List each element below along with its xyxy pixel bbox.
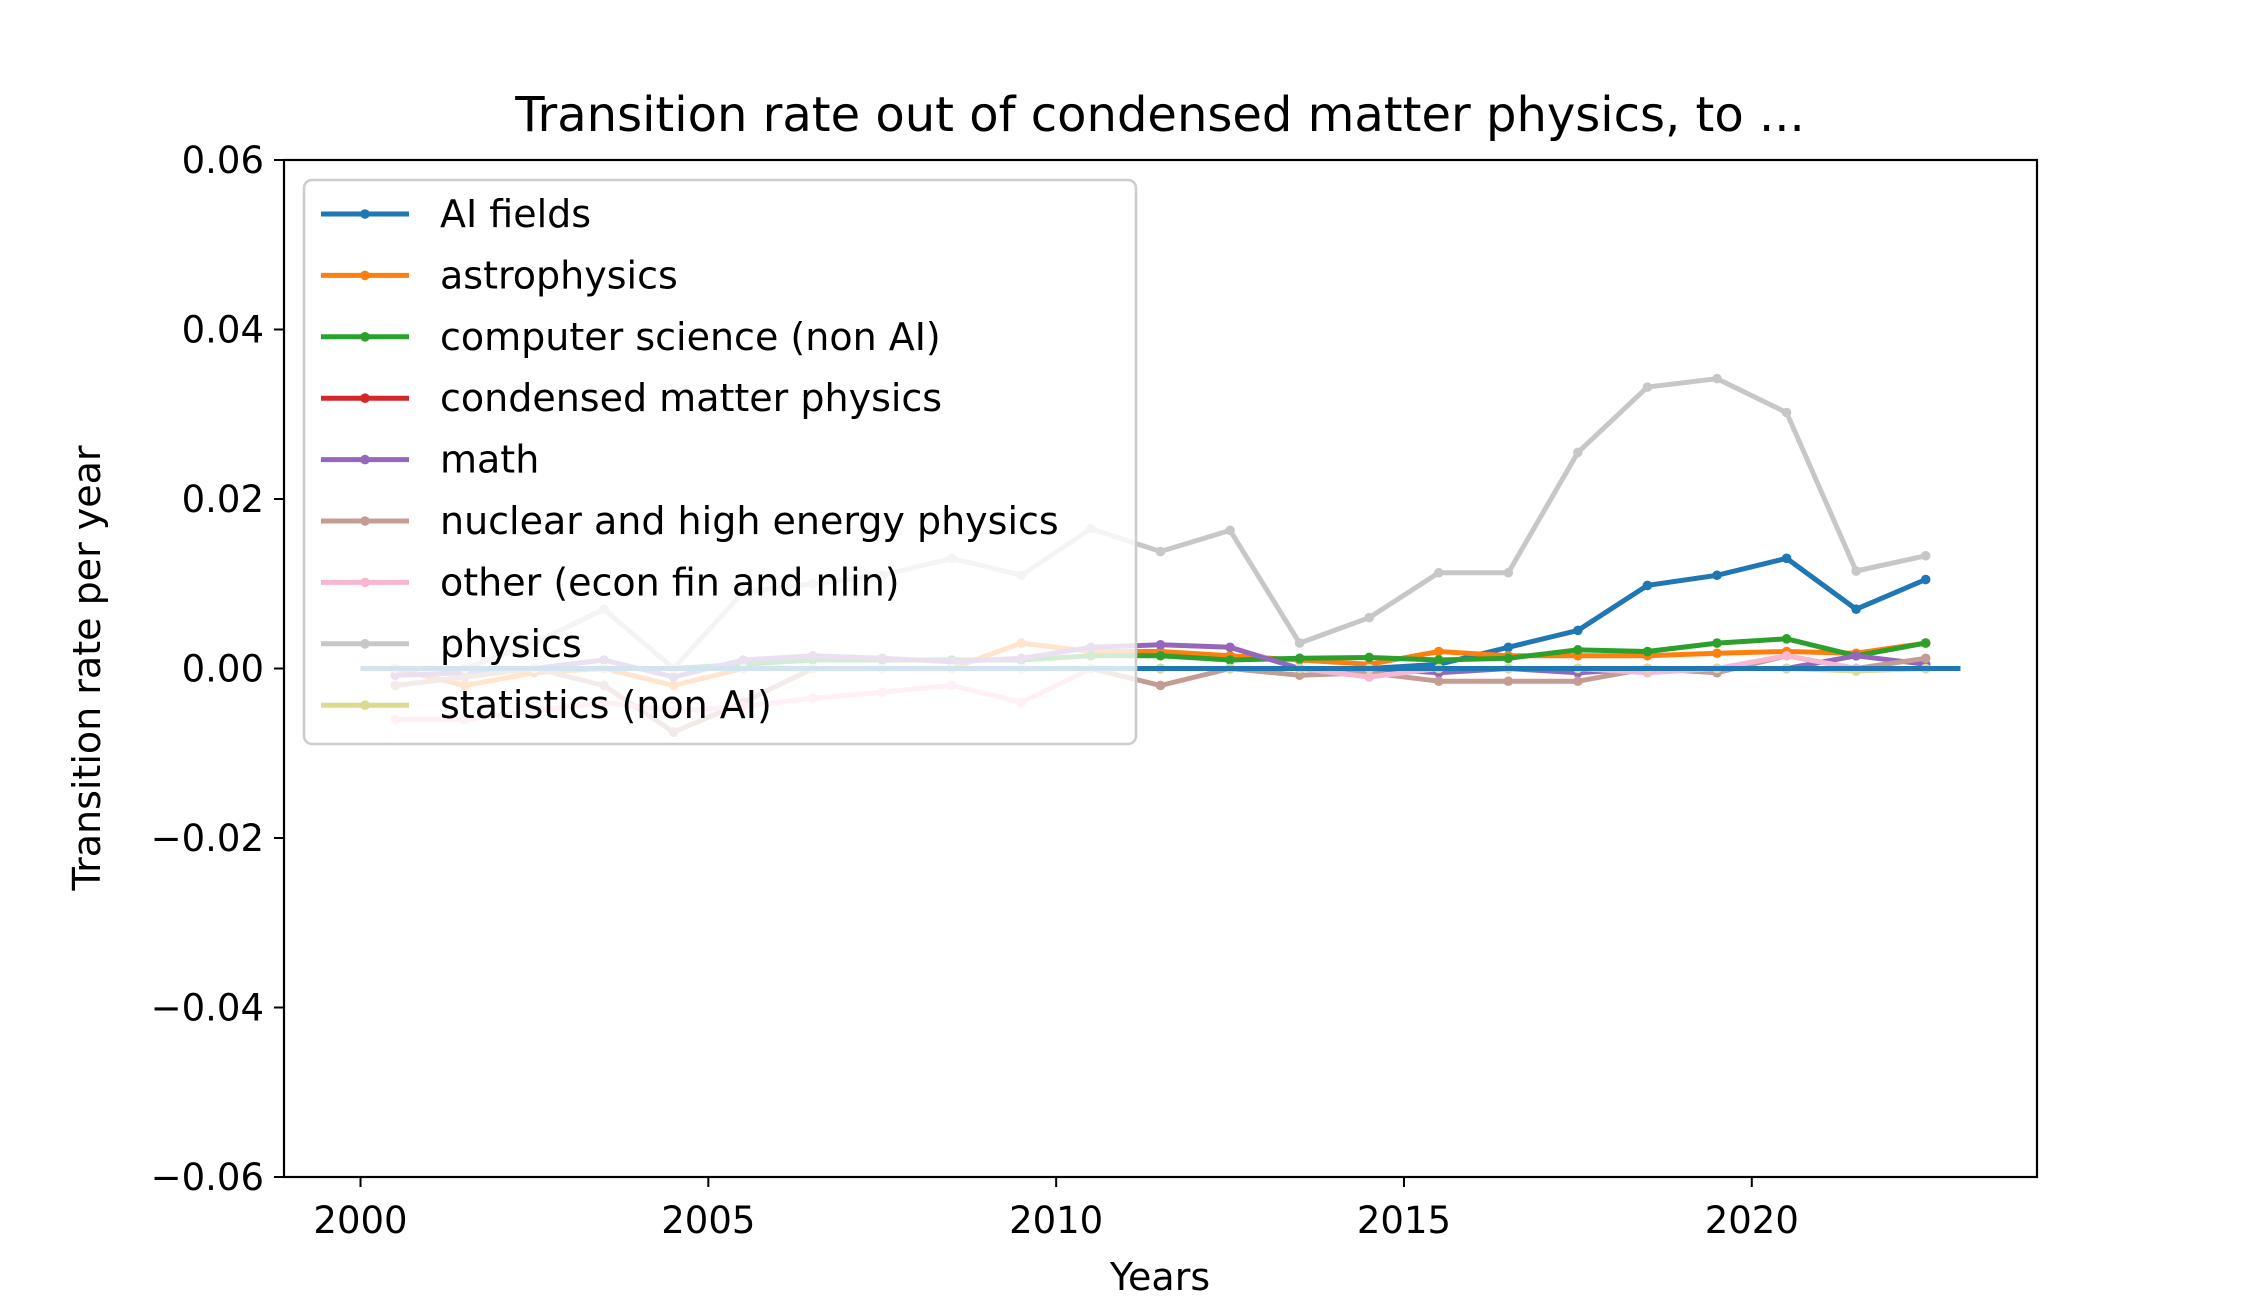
data-point xyxy=(1642,646,1653,657)
legend-swatch-marker xyxy=(360,209,370,219)
legend-swatch-marker xyxy=(360,393,370,404)
y-tick-label: −0.02 xyxy=(151,817,264,860)
legend-swatch-marker xyxy=(360,516,370,526)
y-tick-label: 0.02 xyxy=(182,478,264,521)
data-point xyxy=(1155,639,1166,650)
data-point xyxy=(1294,653,1305,664)
data-point xyxy=(1155,680,1166,691)
legend-swatch-marker xyxy=(360,700,370,710)
data-point xyxy=(1503,653,1514,664)
x-tick-label: 2000 xyxy=(313,1199,407,1242)
data-point xyxy=(1225,655,1235,665)
data-point xyxy=(1433,655,1444,665)
data-point xyxy=(1364,652,1374,663)
plot-frame xyxy=(282,158,2039,1179)
data-point xyxy=(1155,546,1166,557)
data-point xyxy=(1225,642,1235,653)
legend-swatch-marker xyxy=(360,332,370,342)
legend-swatch-marker xyxy=(360,454,370,465)
y-tick-label: −0.06 xyxy=(151,1156,264,1199)
data-point xyxy=(1225,525,1235,536)
data-point xyxy=(1573,447,1583,458)
legend-entry: nuclear and high energy physics xyxy=(321,499,1059,543)
data-point xyxy=(1433,567,1444,578)
x-tick-label: 2015 xyxy=(1357,1199,1451,1242)
x-tick-label: 2010 xyxy=(1009,1199,1103,1242)
legend-label: astrophysics xyxy=(440,253,678,297)
legend-entry: astrophysics xyxy=(321,253,678,297)
data-point xyxy=(1851,566,1861,576)
data-point xyxy=(1712,638,1722,648)
data-point xyxy=(1433,646,1444,657)
y-axis-ticks: 0.06 0.04 0.02 0.00 −0.02 −0.04 −0.06 xyxy=(151,139,284,1199)
data-point xyxy=(1294,670,1305,681)
data-point xyxy=(1433,676,1444,687)
data-point xyxy=(1573,625,1583,636)
data-point xyxy=(1920,574,1931,585)
y-axis-label: Transition rate per year xyxy=(65,445,109,891)
y-tick-label: 0.06 xyxy=(182,139,264,182)
data-point xyxy=(1573,676,1583,687)
data-point xyxy=(1642,580,1653,591)
legend-label: physics xyxy=(440,622,582,666)
data-point xyxy=(1781,650,1792,661)
data-point xyxy=(1573,645,1583,655)
y-tick-label: −0.04 xyxy=(151,987,264,1030)
data-point xyxy=(1155,650,1166,661)
legend-entry: math xyxy=(321,438,539,482)
legend-entry: condensed matter physics xyxy=(321,376,942,420)
data-point xyxy=(1364,672,1374,682)
data-point xyxy=(1294,638,1305,648)
legend-entry: statistics (non AI) xyxy=(321,683,772,727)
x-axis-ticks: 2000 2005 2010 2015 2020 xyxy=(313,1177,1799,1242)
legend-entry: other (econ fin and nlin) xyxy=(321,560,900,604)
data-point xyxy=(1364,612,1374,623)
x-axis-label: Years xyxy=(1109,1255,1210,1299)
legend-label: nuclear and high energy physics xyxy=(440,499,1059,543)
legend-label: other (econ fin and nlin) xyxy=(440,560,900,604)
legend: AI fields astrophysics computer science (n… xyxy=(302,178,1138,746)
legend-label: math xyxy=(440,438,539,482)
legend-swatch-marker xyxy=(360,577,370,588)
data-point xyxy=(1503,567,1514,578)
legend-box xyxy=(302,178,1138,746)
data-point xyxy=(1642,382,1653,392)
legend-swatch-marker xyxy=(360,639,370,649)
data-point xyxy=(1712,373,1722,384)
data-point xyxy=(1920,653,1931,664)
data-point xyxy=(1781,553,1792,564)
data-point xyxy=(1781,407,1792,418)
legend-entry: AI fields xyxy=(321,192,591,236)
legend-label: condensed matter physics xyxy=(440,376,942,420)
x-tick-label: 2020 xyxy=(1705,1199,1799,1242)
legend-label: AI fields xyxy=(440,192,591,236)
data-point xyxy=(1851,604,1861,614)
x-tick-label: 2005 xyxy=(661,1199,755,1242)
data-point xyxy=(1920,550,1931,561)
legend-entry: physics xyxy=(321,622,582,666)
data-point xyxy=(1503,642,1514,653)
data-point xyxy=(1712,648,1722,659)
legend-label: computer science (non AI) xyxy=(440,315,941,359)
legend-entry: computer science (non AI) xyxy=(321,315,941,359)
legend-entries: AI fields astrophysics computer science (n… xyxy=(321,192,1059,727)
data-point xyxy=(1781,634,1792,644)
data-point xyxy=(1712,570,1722,581)
y-tick-label: 0.04 xyxy=(182,309,264,352)
data-point xyxy=(1920,638,1931,648)
legend-label: statistics (non AI) xyxy=(440,683,772,727)
chart-title: Transition rate out of condensed matter … xyxy=(514,87,1805,143)
data-point xyxy=(1851,650,1861,661)
legend-swatch-marker xyxy=(360,270,370,281)
y-tick-label: 0.00 xyxy=(182,648,264,691)
data-point xyxy=(1503,676,1514,687)
